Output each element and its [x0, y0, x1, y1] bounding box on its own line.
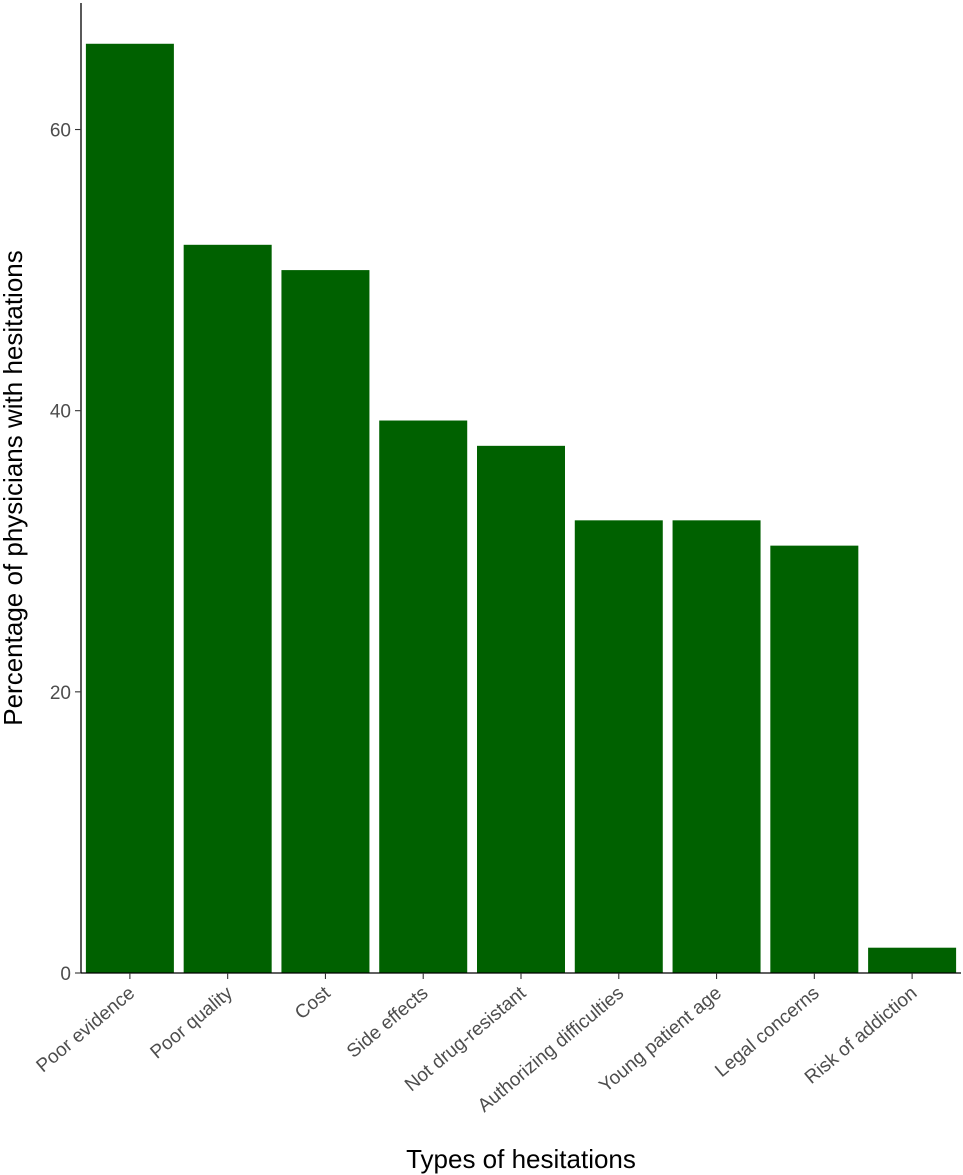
- x-tick-label: Side effects: [343, 983, 432, 1063]
- y-axis-title: Percentage of physicians with hesitation…: [0, 250, 28, 726]
- bar-authorizing-difficulties: [574, 520, 663, 973]
- bar-side-effects: [379, 420, 468, 973]
- x-tick-label: Poor evidence: [33, 983, 140, 1077]
- y-tick-label: 0: [60, 964, 71, 985]
- y-tick-label: 40: [50, 402, 71, 423]
- x-axis-title: Types of hesitations: [406, 1144, 636, 1174]
- bar-poor-evidence: [85, 43, 174, 973]
- bar-risk-of-addiction: [868, 947, 957, 973]
- bar-cost: [281, 270, 370, 974]
- y-tick-label: 20: [50, 683, 71, 704]
- x-tick-label: Poor quality: [147, 982, 238, 1063]
- x-tick-label: Cost: [291, 982, 335, 1024]
- x-ticks-group: Poor evidence Poor quality Cost Side effect…: [33, 973, 921, 1117]
- y-ticks-group: 0 20 40 60: [50, 121, 81, 985]
- y-tick-label: 60: [50, 121, 71, 142]
- bar-young-patient-age: [672, 520, 761, 973]
- bar-not-drug-resistant: [477, 445, 565, 974]
- bar-poor-quality: [183, 244, 272, 974]
- bar-legal-concerns: [770, 545, 859, 973]
- bars-group: [85, 43, 957, 974]
